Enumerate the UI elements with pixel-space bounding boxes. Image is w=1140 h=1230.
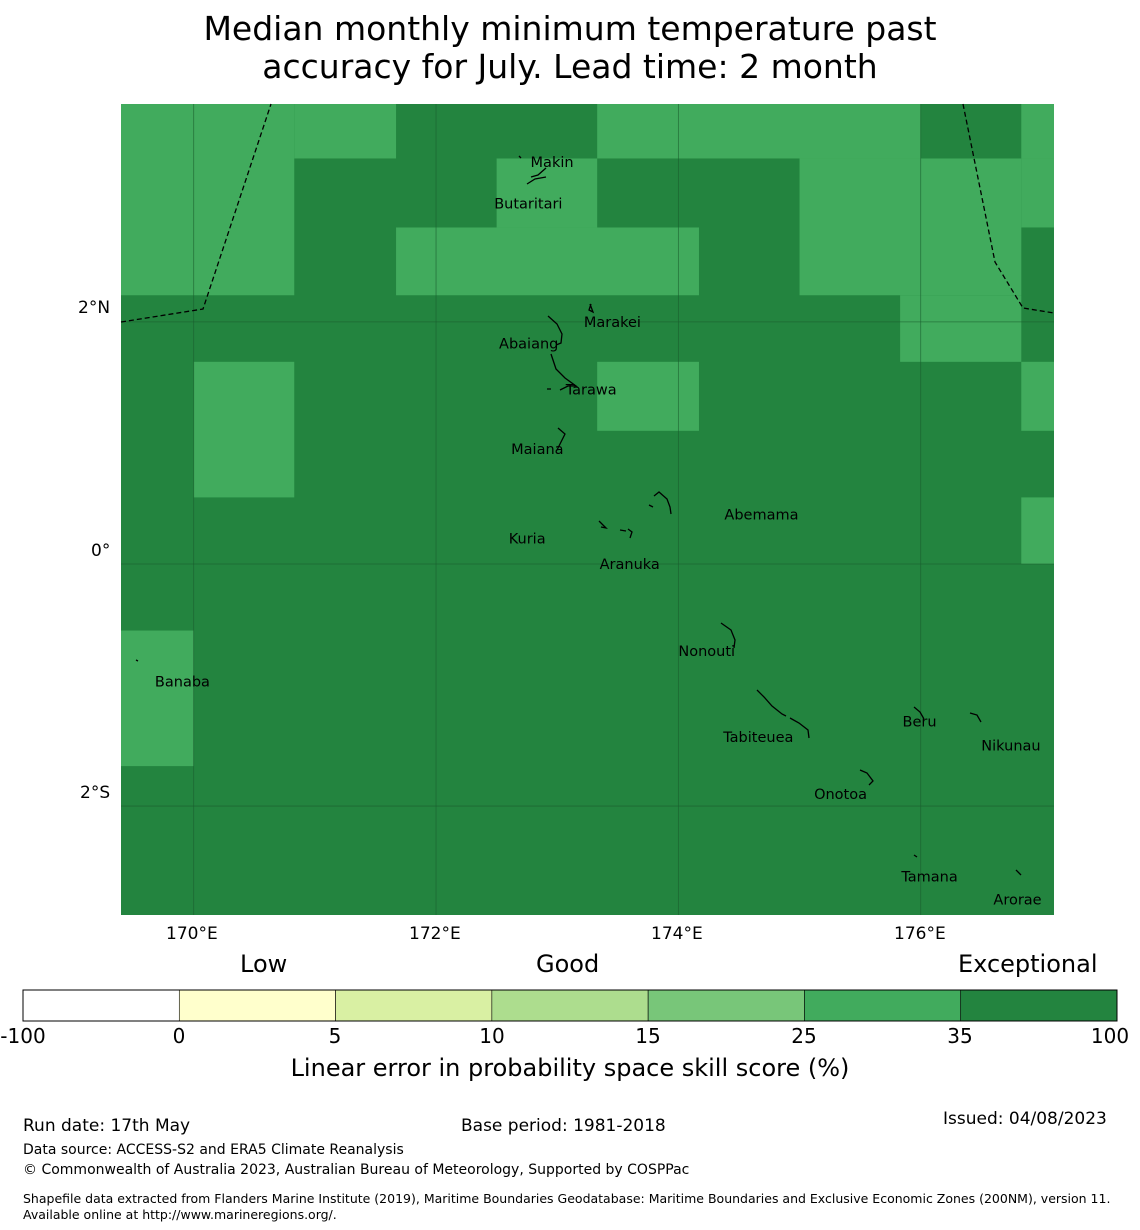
island-marakei: [588, 303, 595, 314]
colorbar-label: Linear error in probability space skill …: [290, 1054, 850, 1082]
lon-tick-176e: 176°E: [894, 924, 946, 944]
colorbar-outline: [22, 989, 1118, 1022]
island-maiana: [556, 427, 566, 451]
island-arorae: [1015, 869, 1022, 876]
skill-cell: [597, 104, 921, 159]
shapefile-credit: Shapefile data extracted from Flanders M…: [23, 1191, 1111, 1222]
lon-tick-170e: 170°E: [166, 924, 218, 944]
skill-cell: [799, 158, 1022, 296]
place-label-kuria: Kuria: [509, 532, 546, 548]
island-tarawa: [547, 353, 578, 391]
colorbar-segment: [491, 989, 649, 1022]
island-tabiteuea: [756, 689, 810, 739]
island-kuria: [598, 520, 608, 530]
category-low: Low: [240, 950, 288, 978]
lon-tick-174e: 174°E: [651, 924, 703, 944]
base-period: Base period: 1981-2018: [461, 1116, 666, 1136]
skill-grid: [121, 104, 1054, 915]
island-aranuka: [619, 528, 633, 539]
skill-cell: [1021, 104, 1054, 159]
place-label-tamana: Tamana: [900, 869, 957, 885]
island-beru: [913, 706, 925, 720]
colorbar-segment: [22, 989, 180, 1022]
place-labels: Makin Butaritari Marakei Abaiang Tarawa Maian…: [155, 155, 1042, 908]
place-label-butaritari: Butaritari: [494, 196, 562, 212]
skill-cell: [294, 104, 397, 159]
data-source: Data source: ACCESS-S2 and ERA5 Climate …: [23, 1142, 404, 1158]
island-outlines: [135, 155, 1022, 876]
skill-cell: [1021, 158, 1054, 228]
eez-boundary-west: [120, 103, 272, 323]
place-label-makin: Makin: [531, 155, 574, 171]
title-line-1: Median monthly minimum temperature past: [203, 9, 937, 48]
category-good: Good: [536, 950, 600, 978]
place-label-nonouti: Nonouti: [678, 644, 735, 660]
colorbar-tick: 35: [947, 1024, 973, 1048]
island-nonouti: [720, 622, 736, 649]
colorbar-segment: [335, 989, 493, 1022]
skill-cell: [121, 104, 295, 296]
place-label-beru: Beru: [903, 714, 937, 730]
eez-boundary-east: [962, 103, 1055, 314]
place-label-maiana: Maiana: [511, 442, 563, 458]
skill-cell: [1021, 497, 1054, 564]
place-label-aranuka: Aranuka: [600, 557, 660, 573]
skill-cell: [396, 227, 699, 296]
skill-cell: [496, 158, 598, 228]
island-banaba: [135, 659, 139, 662]
colorbar-tick: 0: [172, 1024, 186, 1048]
copyright: © Commonwealth of Australia 2023, Austra…: [23, 1162, 690, 1178]
place-label-arorae: Arorae: [993, 892, 1041, 908]
colorbar-segment: [647, 989, 805, 1022]
colorbar: [22, 989, 1118, 1022]
island-tamana: [913, 854, 918, 858]
place-label-marakei: Marakei: [584, 315, 641, 331]
map-title: Median monthly minimum temperature past …: [0, 10, 1140, 86]
lat-tick-2s: 2°S: [80, 783, 111, 803]
place-label-nikunau: Nikunau: [981, 739, 1040, 755]
title-line-2: accuracy for July. Lead time: 2 month: [262, 47, 878, 86]
place-label-banaba: Banaba: [155, 674, 210, 690]
lat-tick-0: 0°: [91, 541, 111, 561]
maritime-boundaries: [120, 103, 1055, 323]
colorbar-segment: [804, 989, 962, 1022]
lat-tick-2n: 2°N: [78, 298, 111, 318]
island-makin: [518, 155, 547, 178]
place-label-abaiang: Abaiang: [499, 337, 558, 353]
colorbar-tick: 15: [635, 1024, 661, 1048]
skill-cell: [1021, 361, 1054, 431]
lon-tick-172e: 172°E: [409, 924, 461, 944]
island-abaiang: [547, 315, 563, 346]
place-label-abemama: Abemama: [724, 507, 798, 523]
island-abemama: [648, 491, 672, 515]
colorbar-tick: -100: [0, 1024, 46, 1048]
island-nikunau: [969, 712, 982, 723]
place-label-tarawa: Tarawa: [565, 383, 617, 399]
issued-date: Issued: 04/08/2023: [943, 1109, 1107, 1129]
island-butaritari: [526, 176, 547, 185]
place-label-tabiteuea: Tabiteuea: [722, 730, 793, 746]
colorbar-tick: 10: [479, 1024, 505, 1048]
colorbar-tick: 5: [328, 1024, 342, 1048]
colorbar-tick: 25: [791, 1024, 817, 1048]
skill-cell: [121, 630, 194, 767]
skill-cell: [193, 361, 295, 498]
island-onotoa: [859, 769, 874, 786]
skill-cell: [597, 361, 699, 431]
colorbar-segment: [960, 989, 1118, 1022]
graticule: [121, 104, 1054, 915]
run-date: Run date: 17th May: [23, 1116, 191, 1136]
place-label-onotoa: Onotoa: [814, 787, 867, 803]
colorbar-tick: 100: [1090, 1024, 1130, 1048]
category-exceptional: Exceptional: [958, 950, 1098, 978]
colorbar-segment: [178, 989, 336, 1022]
skill-cell: [900, 295, 1022, 362]
